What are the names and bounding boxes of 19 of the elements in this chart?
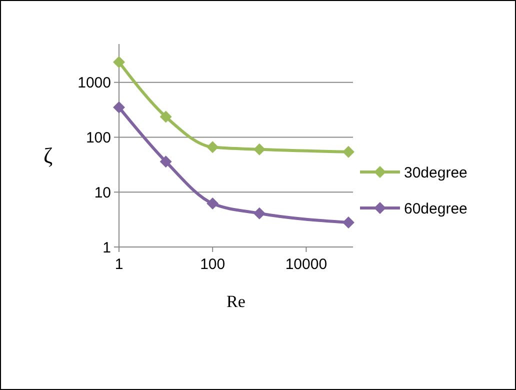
point	[253, 207, 266, 220]
point	[113, 56, 125, 68]
x-tick-label: 100	[200, 256, 226, 273]
point	[253, 143, 266, 156]
legend-label: 30degree	[404, 164, 468, 182]
x-tick-label: 10000	[285, 256, 328, 273]
y-tick-label: 10	[94, 184, 111, 202]
y-tick-label: 1	[102, 239, 111, 256]
y-axis-title: ζ	[43, 143, 53, 168]
y-tick-label: 100	[86, 129, 111, 146]
point	[206, 198, 219, 210]
point	[113, 101, 125, 114]
x-axis-title: Re	[226, 292, 246, 311]
point	[160, 156, 172, 168]
point	[206, 141, 219, 154]
point	[160, 110, 172, 123]
y-tick-label: 1000	[78, 74, 111, 92]
x-tick-label: 1	[114, 256, 124, 273]
legend-label: 60degree	[404, 200, 468, 218]
